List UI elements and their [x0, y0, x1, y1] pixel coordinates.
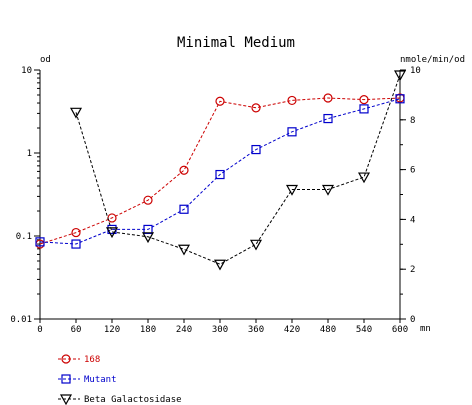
data-point: [323, 93, 333, 103]
data-point: [251, 144, 261, 155]
series-layer: [35, 70, 407, 271]
legend-label: Beta Galactosidase: [84, 395, 182, 405]
legend-label: 168: [84, 355, 100, 365]
series-line: [39, 98, 401, 245]
x-tick-label: 180: [140, 325, 156, 335]
y-right-tick-label: 6: [410, 166, 415, 176]
data-point: [143, 195, 153, 205]
legend-item: 168: [58, 354, 100, 365]
series-3: [69, 70, 407, 271]
x-tick-label: 60: [71, 325, 82, 335]
chart-title: Minimal Medium: [177, 35, 295, 51]
data-point: [359, 94, 369, 105]
y-right-tick-label: 2: [410, 265, 415, 275]
y-left-tick-label: 0.01: [10, 315, 32, 325]
y-left-tick-label: 1: [27, 149, 32, 159]
data-point: [215, 96, 225, 106]
legend-marker: [59, 394, 73, 405]
x-tick-label: 480: [320, 325, 336, 335]
y-left-ticks: 10 1 0.1 0.01: [10, 66, 40, 325]
data-point: [285, 184, 299, 196]
legend: 168 Mutant Beta Galactosidase: [58, 354, 182, 405]
y-left-tick-label: 0.1: [16, 232, 32, 242]
y-right-tick-label: 10: [410, 66, 421, 76]
series-2: [35, 94, 405, 249]
data-point: [321, 184, 335, 196]
x-tick-label: 360: [248, 325, 264, 335]
legend-item: Mutant: [58, 374, 117, 385]
y-right-axis-label: nmole/min/od: [400, 55, 465, 65]
data-point: [249, 239, 263, 251]
x-tick-label: 240: [176, 325, 192, 335]
x-tick-label: 600: [392, 325, 408, 335]
data-point: [213, 259, 227, 271]
data-point: [393, 70, 407, 82]
data-point: [177, 244, 191, 256]
data-point: [69, 107, 83, 119]
legend-marker: [61, 374, 71, 384]
x-axis-label: mn: [420, 324, 431, 334]
x-tick-label: 540: [356, 325, 372, 335]
x-tick-label: 420: [284, 325, 300, 335]
series-line: [39, 97, 401, 245]
data-point: [395, 94, 405, 104]
x-ticks: 0 60 120 180 240 300 360 420 480 540 600: [37, 319, 408, 335]
y-right-ticks: 10 8 6 4 2 0: [400, 66, 421, 325]
legend-label: Mutant: [84, 375, 117, 385]
data-point: [287, 95, 297, 106]
series-line: [75, 74, 401, 265]
data-point: [215, 169, 225, 180]
y-right-tick-label: 8: [410, 116, 415, 126]
data-point: [179, 165, 189, 175]
data-point: [179, 204, 189, 214]
y-right-tick-label: 0: [410, 315, 415, 325]
data-point: [141, 232, 155, 244]
y-left-tick-label: 10: [21, 66, 32, 76]
data-point: [35, 237, 45, 247]
x-tick-label: 0: [37, 325, 42, 335]
legend-item: Beta Galactosidase: [58, 394, 182, 405]
x-tick-label: 300: [212, 325, 228, 335]
y-right-tick-label: 4: [410, 215, 415, 225]
y-left-axis-label: od: [40, 55, 51, 65]
data-point: [251, 103, 261, 113]
data-point: [71, 239, 81, 249]
data-point: [323, 113, 333, 124]
data-point: [287, 127, 297, 137]
legend-marker: [61, 354, 71, 364]
x-tick-label: 120: [104, 325, 120, 335]
data-point: [357, 172, 371, 184]
data-point: [105, 227, 119, 239]
data-point: [359, 104, 369, 114]
data-point: [71, 227, 81, 238]
